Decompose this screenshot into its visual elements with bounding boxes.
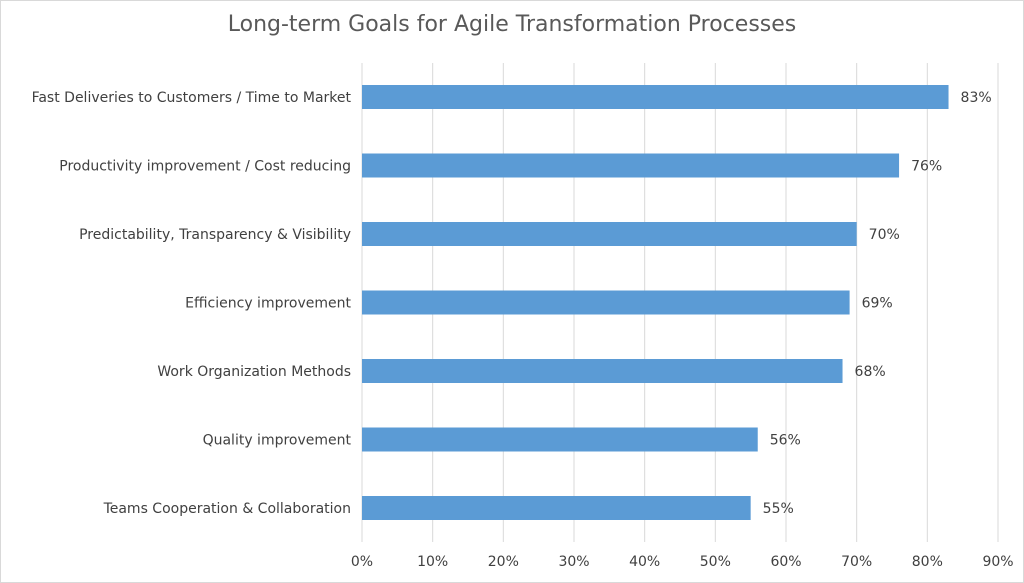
x-tick-label: 90% bbox=[982, 554, 1013, 570]
x-tick-label: 70% bbox=[841, 554, 872, 570]
bar bbox=[362, 153, 900, 178]
bar bbox=[362, 222, 857, 246]
bars bbox=[362, 85, 949, 520]
x-tick-label: 50% bbox=[700, 554, 731, 570]
data-label: 68% bbox=[855, 364, 886, 380]
data-label: 56% bbox=[770, 433, 801, 449]
category-label: Work Organization Methods bbox=[157, 364, 351, 380]
data-label: 76% bbox=[911, 159, 942, 175]
bar bbox=[362, 85, 949, 109]
x-tick-label: 80% bbox=[912, 554, 943, 570]
x-axis-ticks: 0% 10% 20% 30% 40% 50% 60% 70% 80% 90% bbox=[351, 554, 1014, 570]
x-tick-label: 40% bbox=[629, 554, 660, 570]
category-label: Efficiency improvement bbox=[185, 296, 351, 312]
data-label: 70% bbox=[869, 227, 900, 243]
category-label: Fast Deliveries to Customers / Time to M… bbox=[32, 90, 352, 106]
data-labels: 83% 76% 70% 69% 68% 56% 55% bbox=[763, 90, 992, 517]
bar bbox=[362, 427, 758, 452]
category-labels: Fast Deliveries to Customers / Time to M… bbox=[32, 90, 352, 517]
chart-title: Long-term Goals for Agile Transformation… bbox=[227, 12, 797, 37]
x-tick-label: 60% bbox=[770, 554, 801, 570]
x-tick-label: 30% bbox=[558, 554, 589, 570]
category-label: Predictability, Transparency & Visibilit… bbox=[79, 227, 351, 243]
bar bbox=[362, 496, 751, 520]
category-label: Teams Cooperation & Collaboration bbox=[103, 501, 351, 517]
data-label: 83% bbox=[961, 90, 992, 106]
category-label: Productivity improvement / Cost reducing bbox=[59, 159, 351, 175]
x-tick-label: 20% bbox=[488, 554, 519, 570]
data-label: 55% bbox=[763, 501, 794, 517]
bar bbox=[362, 359, 843, 383]
bar bbox=[362, 290, 850, 315]
category-label: Quality improvement bbox=[203, 433, 352, 449]
x-tick-label: 0% bbox=[351, 554, 373, 570]
data-label: 69% bbox=[862, 296, 893, 312]
x-tick-label: 10% bbox=[417, 554, 448, 570]
